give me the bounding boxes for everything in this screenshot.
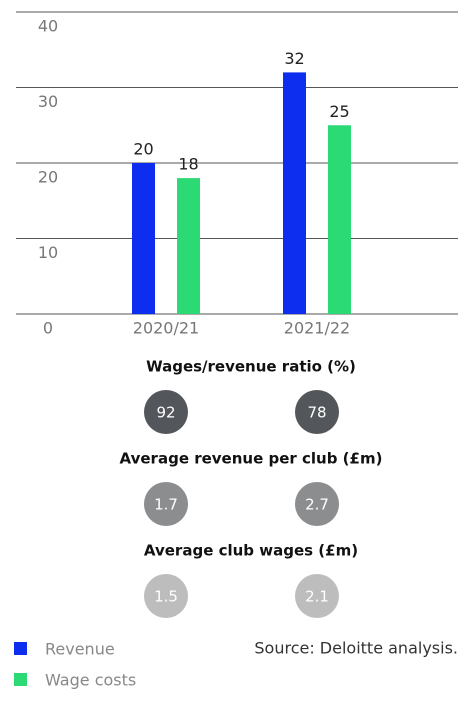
metric-circle (295, 482, 339, 526)
metric-value: 78 (307, 404, 326, 422)
x-tick-label: 2020/21 (133, 319, 199, 338)
metric-value: 1.7 (154, 496, 178, 514)
legend-swatch (14, 673, 27, 686)
bar (283, 72, 306, 315)
metric-circle (144, 574, 188, 618)
metric-value: 92 (156, 404, 175, 422)
bar (328, 125, 351, 314)
metric-circle (144, 482, 188, 526)
metric-value: 1.5 (154, 588, 178, 606)
x-tick-label: 2021/22 (284, 319, 350, 338)
metric-value: 2.1 (305, 588, 329, 606)
y-tick-label: 10 (38, 243, 58, 262)
metric-circle (295, 574, 339, 618)
bar (177, 178, 200, 314)
metric-title: Average revenue per club (£m) (120, 450, 383, 468)
data-label: 32 (284, 49, 304, 68)
data-label: 20 (133, 140, 153, 159)
metric-circle (295, 390, 339, 434)
legend-swatch (14, 642, 27, 655)
bar (132, 163, 155, 314)
metric-title: Wages/revenue ratio (%) (146, 358, 356, 376)
metric-value: 2.7 (305, 496, 329, 514)
metric-title: Average club wages (£m) (144, 542, 358, 560)
y-tick-label: 30 (38, 92, 58, 111)
metric-circle (144, 390, 188, 434)
y-tick-label: 40 (38, 17, 58, 36)
legend-label: Revenue (45, 640, 115, 659)
legend-label: Wage costs (45, 671, 136, 690)
data-label: 25 (329, 102, 349, 121)
y-tick-label: 0 (43, 319, 53, 338)
y-tick-label: 20 (38, 168, 58, 187)
data-label: 18 (178, 155, 198, 174)
source: Source: Deloitte analysis. (254, 639, 458, 658)
